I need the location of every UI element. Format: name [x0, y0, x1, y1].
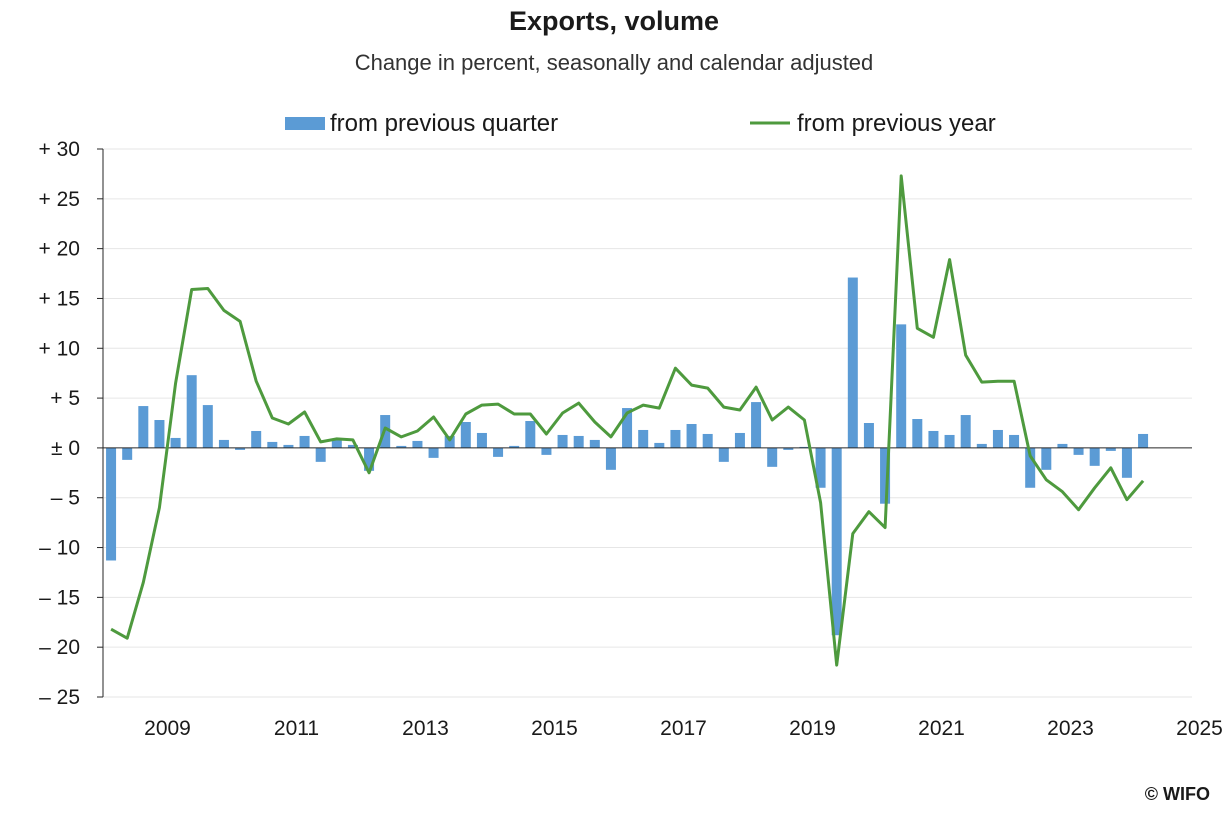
- bar: [686, 423, 697, 448]
- axes: [102, 149, 1192, 697]
- bar: [1057, 443, 1068, 448]
- bar: [573, 435, 584, 448]
- y-tick-label: + 20: [39, 238, 80, 261]
- x-tick-label: 2013: [402, 717, 449, 740]
- bar: [622, 408, 633, 448]
- bar: [331, 439, 342, 448]
- y-tick-label: ± 0: [51, 437, 80, 460]
- x-tick-label: 2011: [274, 717, 319, 740]
- bar: [428, 447, 439, 458]
- bar: [1009, 434, 1020, 448]
- bar: [347, 444, 358, 448]
- gridlines: [103, 148, 1192, 698]
- bar: [476, 432, 487, 448]
- y-tick-label: + 10: [39, 337, 80, 360]
- bar: [960, 415, 971, 448]
- bar: [912, 419, 923, 448]
- bar: [122, 447, 133, 460]
- x-tick-label: 2025: [1176, 717, 1223, 740]
- bar: [944, 434, 955, 448]
- bar: [525, 421, 536, 448]
- bar: [767, 447, 778, 467]
- bar: [364, 447, 375, 471]
- bar: [460, 422, 471, 448]
- bar: [976, 443, 987, 448]
- bar: [202, 405, 213, 448]
- x-tick-label: 2023: [1047, 717, 1094, 740]
- bar: [589, 439, 600, 448]
- bar: [186, 375, 197, 448]
- bar: [283, 444, 294, 448]
- bar: [315, 447, 326, 462]
- bar: [1041, 447, 1052, 470]
- bar: [444, 435, 455, 448]
- bar: [267, 441, 278, 448]
- bar: [251, 430, 262, 448]
- bar: [1025, 447, 1036, 488]
- chart-subtitle: Change in percent, seasonally and calend…: [354, 50, 874, 75]
- bar: [412, 440, 423, 448]
- bar: [218, 439, 229, 448]
- y-tick-label: + 5: [50, 387, 80, 410]
- x-axis-ticks: 2009 2011 2013 2015 2017 2019 2021 2023 2025: [144, 717, 1223, 740]
- y-tick-label: – 5: [51, 487, 80, 510]
- line-series: [110, 174, 1145, 667]
- bar: [1138, 433, 1149, 448]
- bar: [235, 447, 246, 450]
- bar: [154, 420, 165, 448]
- bar: [702, 433, 713, 448]
- bar: [638, 429, 649, 448]
- bar: [734, 432, 745, 448]
- bar: [170, 437, 181, 448]
- y-tick-label: – 25: [39, 686, 80, 709]
- y-tick-label: – 10: [39, 537, 80, 560]
- bar: [557, 434, 568, 448]
- bar: [654, 442, 665, 448]
- bar: [1089, 447, 1100, 466]
- bar: [541, 447, 552, 455]
- bar: [605, 447, 616, 470]
- bar: [670, 429, 681, 448]
- bar: [863, 423, 874, 448]
- bar: [138, 406, 149, 448]
- copyright-credit: © WIFO: [1144, 784, 1210, 804]
- year-over-year-line: [110, 174, 1145, 667]
- legend-line-label: from previous year: [797, 110, 996, 137]
- x-tick-label: 2021: [918, 717, 965, 740]
- y-tick-label: + 25: [39, 188, 80, 211]
- bar: [847, 277, 858, 448]
- y-tick-label: + 30: [39, 138, 80, 161]
- bar: [1073, 447, 1084, 455]
- chart-title: Exports, volume: [508, 6, 720, 36]
- bar: [493, 447, 504, 457]
- bar: [106, 447, 117, 561]
- bar: [509, 445, 520, 448]
- x-tick-label: 2009: [144, 717, 191, 740]
- x-tick-label: 2019: [789, 717, 836, 740]
- y-tick-label: – 15: [39, 586, 80, 609]
- bar: [396, 445, 407, 448]
- bar: [815, 447, 826, 488]
- bar: [896, 324, 907, 448]
- bar: [751, 402, 762, 448]
- legend: from previous quarter from previous year: [285, 110, 996, 137]
- bar: [718, 447, 729, 462]
- bar: [1121, 447, 1132, 478]
- x-tick-label: 2015: [531, 717, 578, 740]
- bar: [299, 435, 310, 448]
- bar: [1105, 447, 1116, 451]
- bar: [992, 429, 1003, 448]
- y-tick-label: + 15: [39, 287, 80, 310]
- legend-bar-label: from previous quarter: [330, 110, 558, 137]
- x-tick-label: 2017: [660, 717, 707, 740]
- y-tick-label: – 20: [39, 636, 80, 659]
- bar: [928, 430, 939, 448]
- bar: [783, 447, 794, 450]
- bar: [880, 447, 891, 504]
- bar-series: [106, 277, 1149, 636]
- y-axis-ticks: + 30 + 25 + 20 + 15 + 10 + 5 ± 0 – 5 – 10 – 15 – 2…: [39, 138, 103, 709]
- legend-bar-swatch: [285, 117, 325, 130]
- bar: [831, 447, 842, 636]
